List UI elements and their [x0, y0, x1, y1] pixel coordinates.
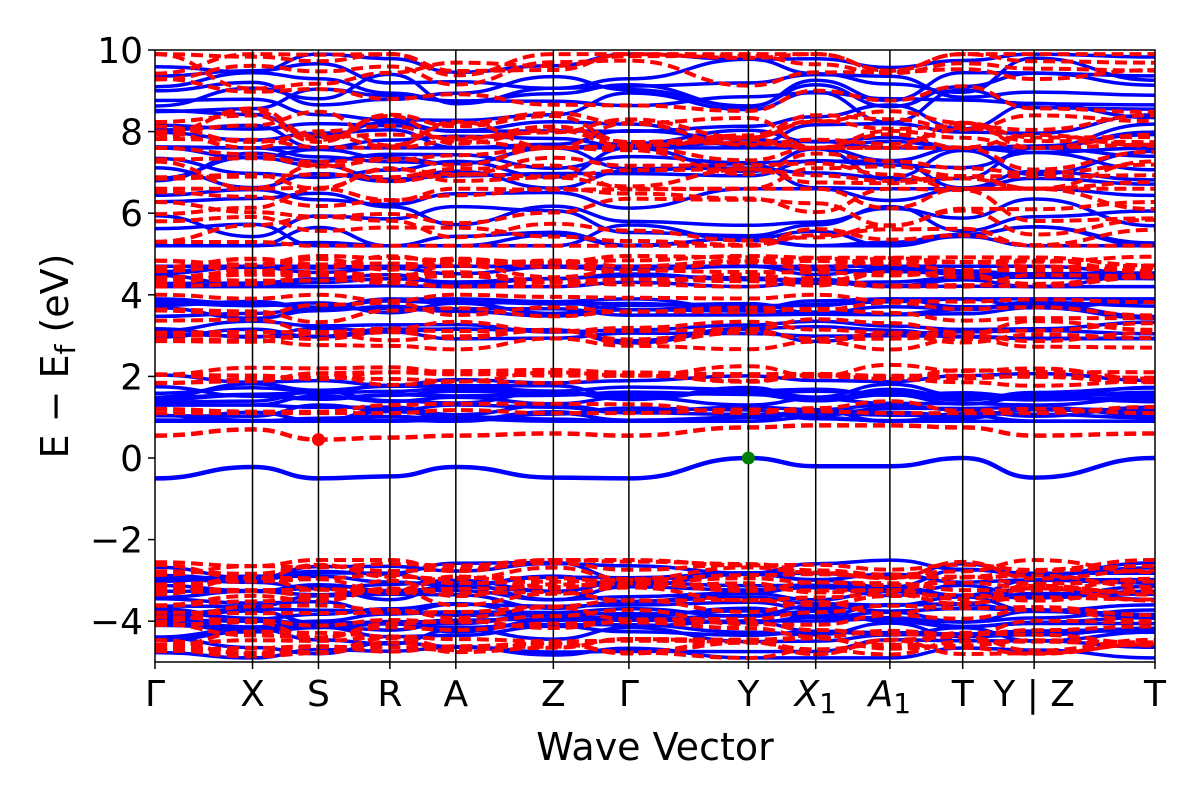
y-axis-label-sub: f: [49, 343, 82, 354]
band-line: [154, 578, 1156, 602]
x-tick-label: A: [444, 674, 469, 715]
x-tick-label: Z: [541, 674, 566, 715]
x-tick-label: S: [307, 674, 330, 715]
x-tick-label: R: [377, 674, 402, 715]
y-tick-label: −2: [90, 521, 143, 562]
y-axis: −4 −2 0 2 4 6 8 10: [90, 31, 155, 643]
y-tick-label: 2: [120, 357, 143, 398]
x-tick-label: Γ: [145, 674, 165, 715]
y-tick-label: 4: [120, 276, 143, 317]
bands-layer: [154, 52, 1156, 660]
marker-vbm: [741, 451, 755, 465]
y-tick-label: 6: [120, 194, 143, 235]
y-tick-label: 8: [120, 113, 143, 154]
x-axis-label: Wave Vector: [536, 725, 774, 769]
x-tick-label: X: [240, 674, 265, 715]
marker-cbm: [311, 433, 325, 447]
markers-layer: [311, 433, 755, 465]
band-line: [154, 106, 1156, 141]
x-tick-label: Y | Z: [992, 674, 1075, 715]
y-tick-label: −4: [90, 602, 143, 643]
x-tick-label: Y: [736, 674, 760, 715]
x-axis: Γ X S R A Z Γ Y X1 A1 T Y | Z T: [145, 662, 1167, 720]
x-tick-label: Γ: [619, 674, 639, 715]
valence-band-top: [154, 455, 1156, 481]
y-tick-label: 10: [97, 31, 143, 72]
y-axis-label-main: E − E: [33, 354, 77, 458]
y-tick-label: 0: [120, 439, 143, 480]
plot-frame: [154, 49, 1156, 663]
x-tick-label: A1: [867, 674, 911, 720]
x-tick-label: T: [1143, 674, 1167, 715]
kpath-lines: [251, 50, 1035, 662]
conduction-band-bottom: [154, 423, 1156, 442]
x-tick-label: X1: [792, 674, 837, 720]
y-axis-label: E − Ef (eV): [33, 254, 82, 459]
y-axis-label-unit: (eV): [33, 254, 77, 345]
x-tick-label: T: [951, 674, 975, 715]
